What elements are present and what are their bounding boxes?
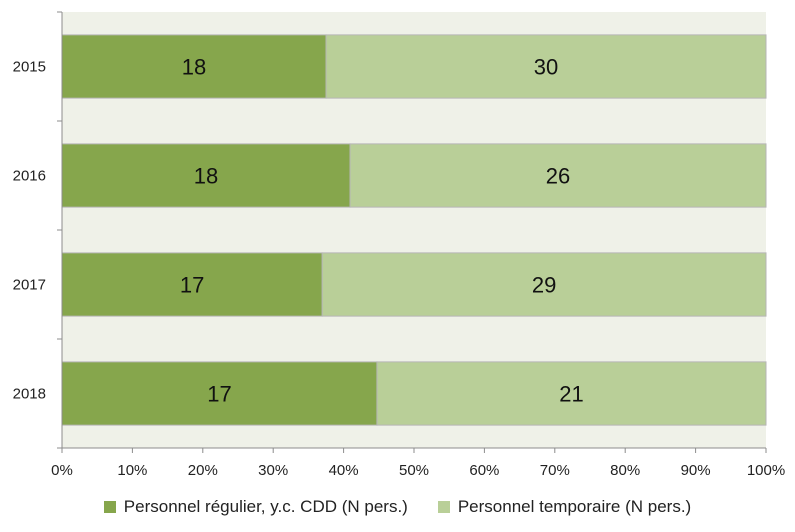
legend-item-regular: Personnel régulier, y.c. CDD (N pers.) bbox=[103, 497, 408, 517]
y-tick-label-2018: 2018 bbox=[13, 386, 46, 403]
x-tick-label-8: 80% bbox=[610, 462, 640, 479]
x-tick-label-2: 20% bbox=[188, 462, 218, 479]
bar-2017-series-0 bbox=[61, 252, 323, 317]
bar-2015-series-0 bbox=[61, 34, 327, 99]
y-tick-label-2016: 2016 bbox=[13, 168, 46, 185]
x-tick-label-4: 40% bbox=[329, 462, 359, 479]
y-tick-label-2017: 2017 bbox=[13, 277, 46, 294]
legend-item-temporary: Personnel temporaire (N pers.) bbox=[437, 497, 692, 517]
legend-label-temporary: Personnel temporaire (N pers.) bbox=[457, 497, 692, 516]
bar-2018-series-1 bbox=[376, 361, 767, 426]
data-labels-group: 18 30 18 26 17 29 17 21 bbox=[180, 55, 584, 407]
bar-2015-series-1 bbox=[325, 34, 767, 99]
data-label-2018-series-1: 21 bbox=[559, 382, 583, 407]
bars-group bbox=[61, 34, 767, 426]
x-tick-label-9: 90% bbox=[681, 462, 711, 479]
x-tick-label-10: 100% bbox=[747, 462, 785, 479]
data-label-2016-series-1: 26 bbox=[546, 164, 570, 189]
data-label-2015-series-0: 18 bbox=[182, 55, 206, 80]
x-tick-label-1: 10% bbox=[117, 462, 147, 479]
data-label-2017-series-0: 17 bbox=[180, 273, 204, 298]
x-tick-label-6: 60% bbox=[469, 462, 499, 479]
legend-swatch-regular bbox=[103, 501, 116, 513]
x-tick-label-5: 50% bbox=[399, 462, 429, 479]
bar-2018-series-0 bbox=[61, 361, 378, 426]
data-label-2015-series-1: 30 bbox=[534, 55, 558, 80]
x-tick-label-3: 30% bbox=[258, 462, 288, 479]
bar-2016-series-1 bbox=[349, 143, 767, 208]
data-label-2016-series-0: 18 bbox=[194, 164, 218, 189]
legend-swatch-temporary bbox=[437, 501, 450, 513]
x-tick-label-7: 70% bbox=[540, 462, 570, 479]
y-tick-label-2015: 2015 bbox=[13, 59, 46, 76]
data-label-2018-series-0: 17 bbox=[207, 382, 231, 407]
bar-2016-series-0 bbox=[61, 143, 351, 208]
data-label-2017-series-1: 29 bbox=[532, 273, 556, 298]
x-tick-label-0: 0% bbox=[51, 462, 73, 479]
x-axis: 0% 10% 20% 30% 40% 50% 60% 70% 80% 90% 100% bbox=[51, 447, 785, 479]
bar-2017-series-1 bbox=[321, 252, 767, 317]
legend: Personnel régulier, y.c. CDD (N pers.) P… bbox=[0, 492, 795, 522]
y-axis: 2015 2016 2017 2018 bbox=[13, 11, 63, 449]
legend-label-regular: Personnel régulier, y.c. CDD (N pers.) bbox=[123, 497, 408, 516]
